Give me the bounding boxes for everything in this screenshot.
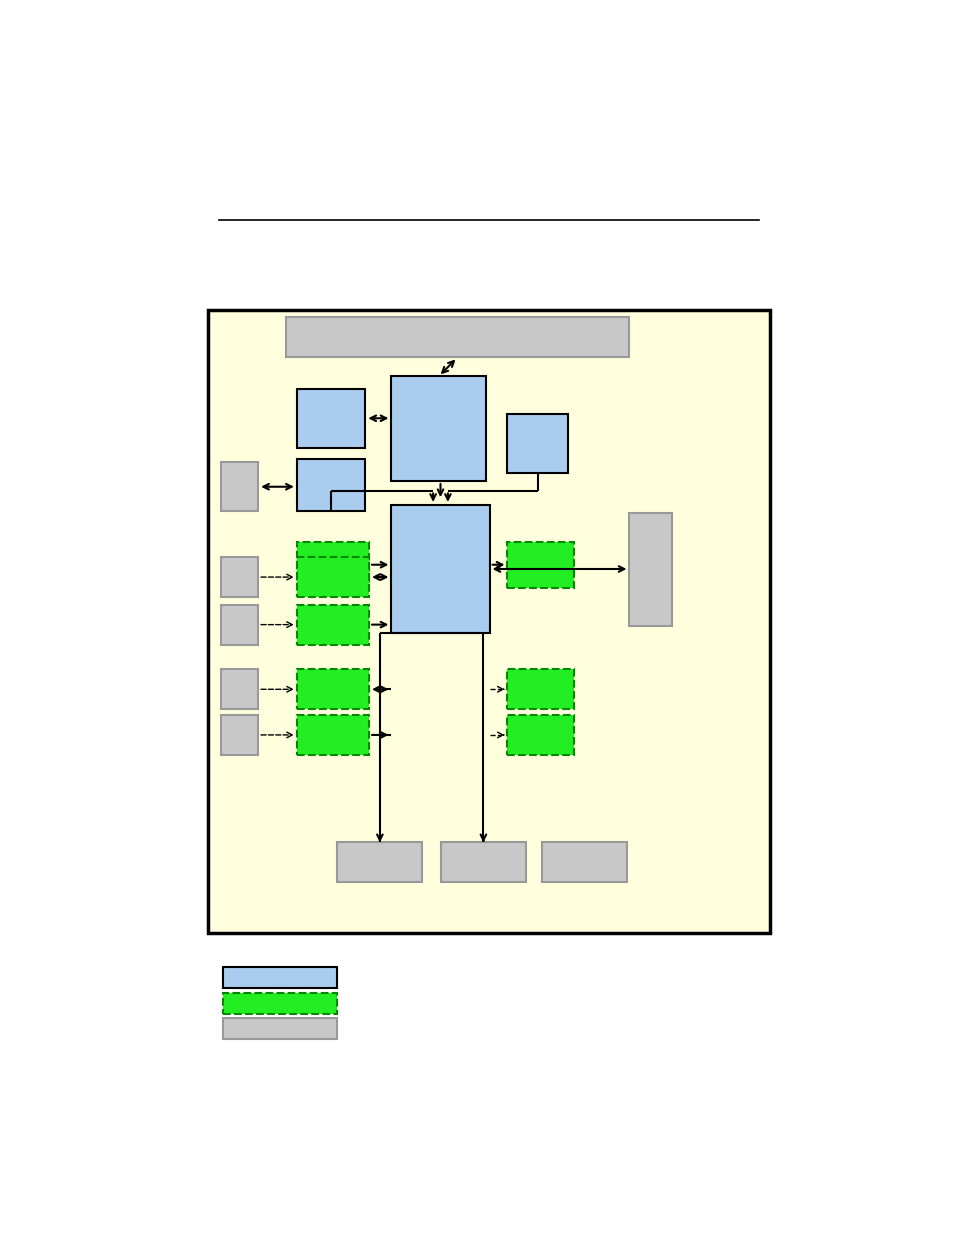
Bar xyxy=(221,669,258,709)
Bar xyxy=(391,505,489,634)
Bar xyxy=(337,842,422,882)
Bar xyxy=(296,557,369,597)
Bar xyxy=(507,669,574,709)
Bar xyxy=(296,715,369,755)
Bar xyxy=(296,459,365,511)
Bar xyxy=(296,542,369,588)
Bar xyxy=(222,993,337,1014)
Bar xyxy=(440,842,525,882)
Bar xyxy=(541,842,626,882)
Bar xyxy=(221,557,258,597)
Bar xyxy=(507,415,567,473)
Bar xyxy=(296,669,369,709)
Bar xyxy=(507,542,574,588)
Bar xyxy=(629,514,672,626)
Bar xyxy=(221,462,258,511)
Bar xyxy=(221,605,258,645)
Bar xyxy=(391,377,485,482)
Bar xyxy=(296,389,365,448)
Bar xyxy=(222,1019,337,1039)
Bar xyxy=(296,605,369,645)
Bar xyxy=(208,310,769,932)
Bar xyxy=(285,317,629,357)
Bar xyxy=(222,967,337,988)
Bar xyxy=(507,715,574,755)
Bar xyxy=(221,715,258,755)
